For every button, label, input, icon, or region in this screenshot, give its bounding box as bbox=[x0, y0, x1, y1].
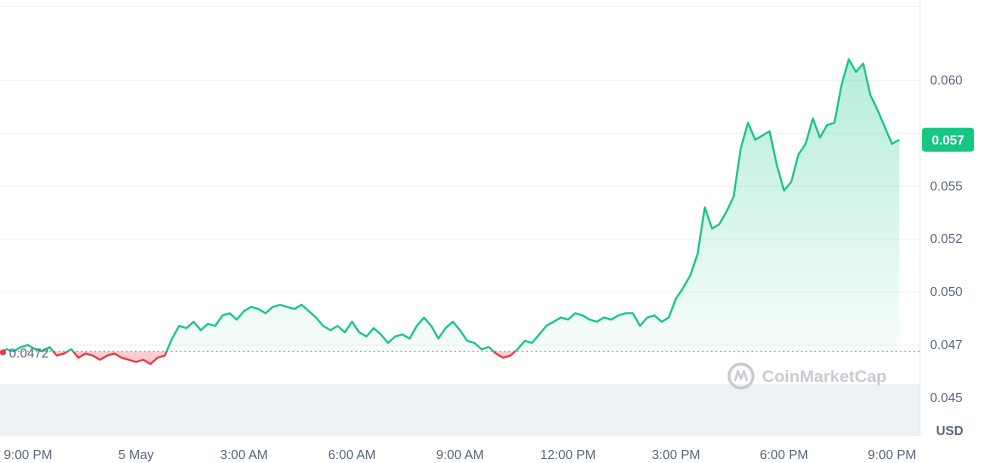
x-tick-label: 9:00 PM bbox=[4, 447, 52, 462]
x-axis: 9:00 PM 5 May 3:00 AM 6:00 AM 9:00 AM 12:00 P… bbox=[4, 447, 916, 462]
y-axis-unit: USD bbox=[936, 423, 963, 438]
x-tick-label: 9:00 PM bbox=[868, 447, 916, 462]
start-price-marker: 0.0472 bbox=[0, 345, 49, 360]
start-price-label: 0.0472 bbox=[9, 345, 49, 360]
price-line-down bbox=[0, 351, 517, 365]
y-tick-label: 0.045 bbox=[930, 390, 963, 405]
y-tick-label: 0.050 bbox=[930, 284, 963, 299]
x-tick-label: 6:00 PM bbox=[760, 447, 808, 462]
current-price-badge: 0.057 bbox=[922, 127, 974, 152]
watermark-text: CoinMarketCap bbox=[762, 367, 887, 386]
coinmarketcap-logo-icon bbox=[727, 362, 755, 390]
x-tick-label: 3:00 AM bbox=[220, 447, 268, 462]
y-tick-label: 0.052 bbox=[930, 231, 963, 246]
area-fill-down bbox=[0, 351, 516, 364]
watermark: CoinMarketCap bbox=[727, 362, 887, 390]
x-tick-label: 5 May bbox=[118, 447, 154, 462]
x-tick-label: 3:00 PM bbox=[652, 447, 700, 462]
price-line-up bbox=[0, 58, 900, 352]
y-tick-label: 0.047 bbox=[930, 337, 963, 352]
area-fill-up bbox=[0, 59, 900, 352]
y-axis: 0.045 0.047 0.050 0.052 0.055 0.057 0.060 bbox=[930, 72, 963, 404]
current-price-badge-bg bbox=[922, 127, 974, 152]
x-tick-label: 12:00 PM bbox=[540, 447, 596, 462]
current-price-value: 0.057 bbox=[932, 133, 965, 148]
start-price-dot bbox=[0, 349, 6, 356]
volume-band bbox=[0, 384, 920, 436]
x-tick-label: 9:00 AM bbox=[436, 447, 484, 462]
grid-lines bbox=[0, 79, 920, 399]
coinmarketcap-logo-mark bbox=[733, 369, 749, 382]
y-tick-label: 0.060 bbox=[930, 72, 963, 87]
x-tick-label: 6:00 AM bbox=[328, 447, 376, 462]
y-tick-label: 0.055 bbox=[930, 178, 963, 193]
